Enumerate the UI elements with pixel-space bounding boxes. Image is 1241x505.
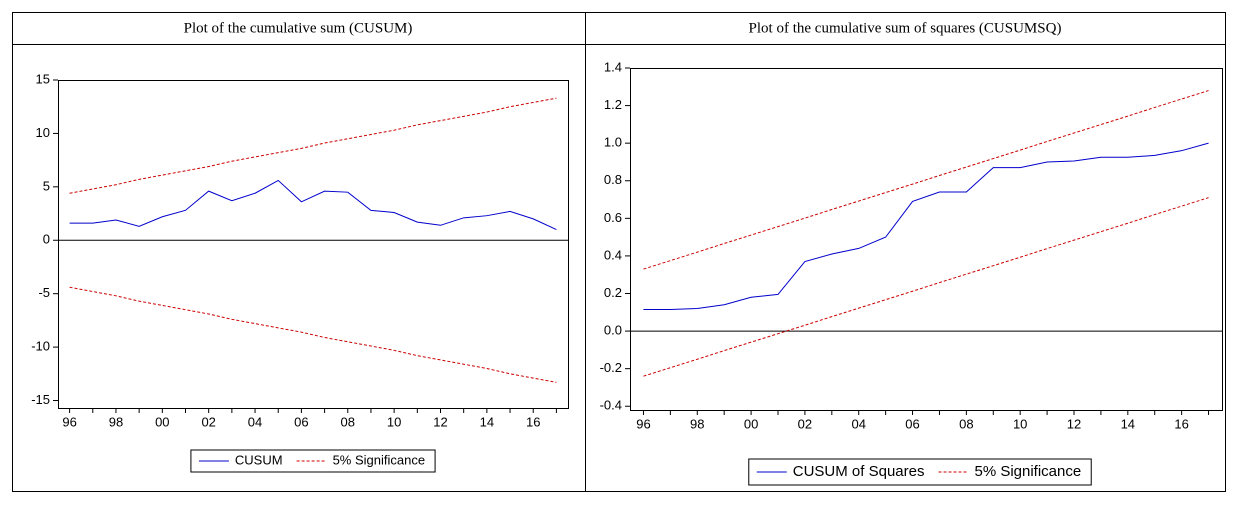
y-tick-label: -0.2 <box>600 360 622 375</box>
legend: CUSUM 5% Significance <box>190 449 436 473</box>
x-tick-label: 98 <box>690 416 704 431</box>
x-tick-label: 14 <box>1121 416 1135 431</box>
x-tick-label: 16 <box>526 414 540 429</box>
y-tick-label: 5 <box>43 178 50 193</box>
legend-label: CUSUM of Squares <box>793 463 925 480</box>
x-tick-label: 08 <box>959 416 973 431</box>
chart-title: Plot of the cumulative sum of squares (C… <box>749 20 1062 36</box>
x-tick-label: 10 <box>1013 416 1027 431</box>
y-tick-label: -15 <box>31 392 50 407</box>
legend-box <box>748 458 1092 486</box>
x-tick-label: 14 <box>480 414 494 429</box>
x-tick-label: 12 <box>433 414 447 429</box>
y-tick-label: 1.2 <box>604 97 622 112</box>
x-tick-label: 06 <box>294 414 308 429</box>
x-tick-label: 00 <box>155 414 169 429</box>
x-tick-label: 04 <box>248 414 262 429</box>
legend-label: CUSUM <box>235 452 283 467</box>
y-tick-label: 0.6 <box>604 210 622 225</box>
series-line <box>69 286 557 383</box>
y-tick-label: -5 <box>38 285 50 300</box>
y-tick-label: -0.4 <box>600 398 622 413</box>
x-tick-label: 98 <box>109 414 123 429</box>
plot-area <box>630 68 1223 411</box>
frame <box>12 12 1226 492</box>
x-tick-label: 08 <box>341 414 355 429</box>
x-tick-label: 02 <box>798 416 812 431</box>
y-tick-label: 0.4 <box>604 247 622 262</box>
x-tick-label: 16 <box>1174 416 1188 431</box>
y-tick-label: 1.4 <box>604 59 622 74</box>
x-tick-label: 04 <box>851 416 865 431</box>
y-tick-label: 0.8 <box>604 172 622 187</box>
y-tick-label: 0.0 <box>604 323 622 338</box>
y-tick-label: 10 <box>36 125 50 140</box>
x-tick-label: 00 <box>744 416 758 431</box>
x-tick-label: 96 <box>62 414 76 429</box>
y-tick-label: -10 <box>31 339 50 354</box>
series-line <box>69 179 557 231</box>
chart-title: Plot of the cumulative sum (CUSUM) <box>184 20 413 36</box>
series-line <box>69 97 557 194</box>
x-tick-label: 02 <box>201 414 215 429</box>
x-tick-label: 06 <box>905 416 919 431</box>
legend: CUSUM of Squares 5% Significance <box>748 458 1092 486</box>
x-tick-label: 12 <box>1067 416 1081 431</box>
plot-area <box>58 80 569 409</box>
y-tick-label: 0.2 <box>604 285 622 300</box>
y-tick-label: 0 <box>43 232 50 247</box>
legend-label: 5% Significance <box>974 463 1081 480</box>
x-tick-label: 96 <box>636 416 650 431</box>
y-tick-label: 1.0 <box>604 135 622 150</box>
series-line <box>643 197 1209 377</box>
series-line <box>643 142 1209 310</box>
x-tick-label: 10 <box>387 414 401 429</box>
y-tick-label: 15 <box>36 71 50 86</box>
series-line <box>643 90 1209 270</box>
legend-label: 5% Significance <box>333 452 426 467</box>
